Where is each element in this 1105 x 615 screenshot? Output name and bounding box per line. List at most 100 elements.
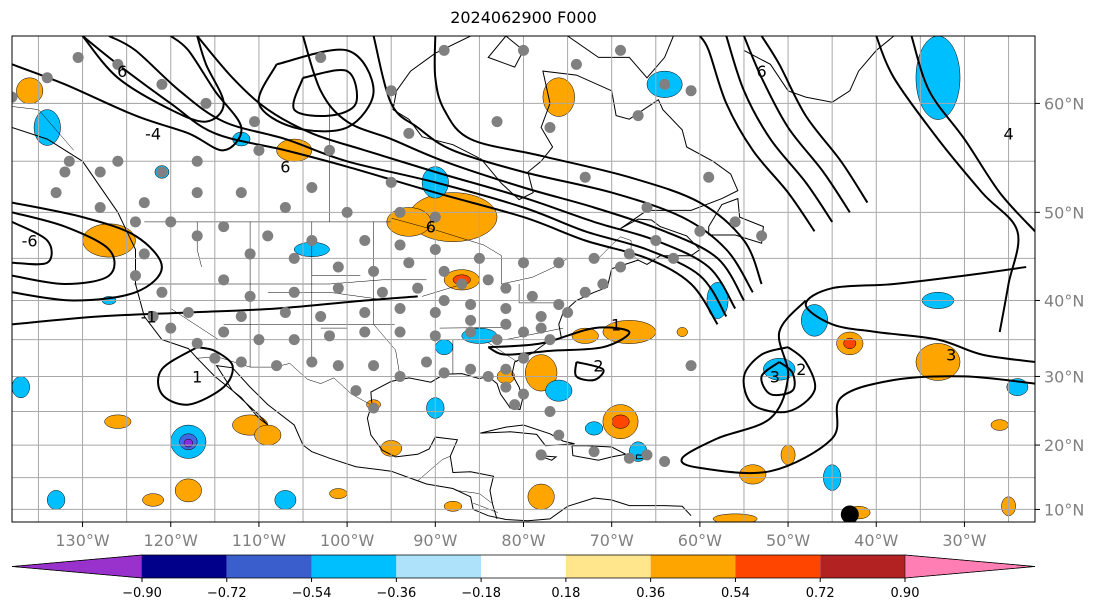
- station-dot: [641, 201, 653, 213]
- station-dot: [438, 294, 450, 306]
- contour-value-label: 2: [593, 357, 603, 376]
- lat-tick-label: 60°N: [1044, 94, 1084, 113]
- station-dot: [218, 326, 230, 338]
- anomaly-patch: [545, 379, 573, 402]
- station-dot: [394, 370, 406, 382]
- anomaly-patch: [915, 343, 961, 381]
- station-dot: [279, 306, 291, 318]
- station-dot: [632, 110, 644, 122]
- colorbar-label: 0.90: [891, 586, 920, 601]
- contour-value-label: 1: [192, 367, 202, 386]
- contour-line: [804, 266, 1035, 363]
- coastline: [571, 445, 628, 461]
- station-dot: [350, 385, 362, 397]
- contour-line: [680, 299, 1035, 475]
- anomaly-patch: [386, 207, 432, 237]
- station-dot: [588, 252, 600, 264]
- contour-line: [81, 36, 719, 325]
- boundary-line: [473, 502, 498, 513]
- colorbar-segment: [396, 555, 482, 578]
- lon-tick-label: 90°W: [413, 531, 457, 550]
- colorbar-label: −0.54: [292, 586, 332, 601]
- station-dot: [518, 326, 529, 338]
- station-dot: [182, 306, 194, 318]
- colorbar-label: −0.90: [122, 586, 162, 601]
- boundary-line: [196, 356, 372, 406]
- station-dot: [262, 230, 274, 242]
- station-dot: [138, 197, 150, 209]
- station-dot: [429, 243, 441, 255]
- contour-line: [12, 221, 53, 266]
- station-dot: [200, 97, 212, 109]
- station-dot: [209, 352, 221, 364]
- station-dot: [579, 171, 591, 183]
- lon-tick-label: 40°W: [854, 531, 898, 550]
- station-dot: [562, 306, 574, 318]
- station-dot: [429, 306, 441, 318]
- station-dot: [420, 356, 432, 368]
- anomaly-patch: [443, 500, 463, 512]
- station-dot: [63, 155, 75, 167]
- contour-line: [292, 69, 359, 118]
- contour-line: [742, 346, 817, 414]
- station-dot: [491, 116, 503, 128]
- station-dot: [535, 449, 547, 461]
- station-dot: [94, 201, 106, 213]
- station-dot: [244, 290, 256, 302]
- colorbar-label: 0.36: [636, 586, 665, 601]
- station-dot: [368, 265, 380, 277]
- station-dot: [526, 290, 538, 302]
- station-dot: [156, 166, 168, 178]
- station-dot: [165, 322, 177, 334]
- station-dot: [306, 234, 318, 246]
- contour-line: [157, 346, 234, 406]
- coastline: [487, 36, 525, 68]
- station-dot: [623, 452, 635, 464]
- anomaly-patch: [142, 493, 164, 507]
- station-dot: [288, 286, 300, 298]
- boundary-line: [170, 279, 427, 285]
- lon-tick-label: 80°W: [501, 531, 545, 550]
- station-dot: [235, 356, 247, 368]
- contour-line: [12, 201, 163, 302]
- station-dot: [438, 367, 450, 379]
- anomaly-patch: [183, 438, 194, 448]
- contour-value-label: -1: [141, 307, 157, 326]
- anomaly-patch: [329, 488, 348, 499]
- station-dot: [518, 44, 529, 56]
- station-dot: [429, 330, 441, 342]
- station-dot: [597, 278, 609, 290]
- colorbar-segment: [565, 555, 651, 578]
- lat-tick-label: 40°N: [1044, 291, 1084, 310]
- station-dot: [385, 85, 397, 97]
- station-dot: [244, 248, 256, 260]
- station-dot: [659, 78, 671, 90]
- station-dot: [235, 310, 247, 322]
- station-dot: [579, 286, 591, 298]
- station-dot: [394, 303, 406, 315]
- contour-line: [743, 36, 851, 213]
- contour-line: [12, 211, 116, 286]
- anomaly-patch: [274, 490, 297, 510]
- station-dot: [500, 363, 512, 375]
- station-dot: [253, 334, 265, 346]
- anomaly-patch: [739, 464, 767, 485]
- anomaly-patch: [915, 36, 961, 120]
- boundary-line: [267, 292, 389, 301]
- contour-line: [12, 36, 243, 152]
- station-dot: [156, 78, 168, 90]
- station-dot: [456, 278, 468, 290]
- contour-value-label: 3: [770, 367, 780, 386]
- station-dot: [500, 318, 512, 330]
- station-dot: [429, 211, 441, 223]
- station-dot: [509, 399, 521, 411]
- contour-value-label: -4: [145, 124, 161, 143]
- contour-line: [875, 36, 1020, 333]
- contour-line: [760, 36, 869, 204]
- station-dot: [570, 58, 582, 70]
- station-dot: [518, 388, 529, 400]
- station-dot: [500, 303, 512, 315]
- station-dot: [315, 51, 327, 63]
- station-dot: [403, 127, 415, 139]
